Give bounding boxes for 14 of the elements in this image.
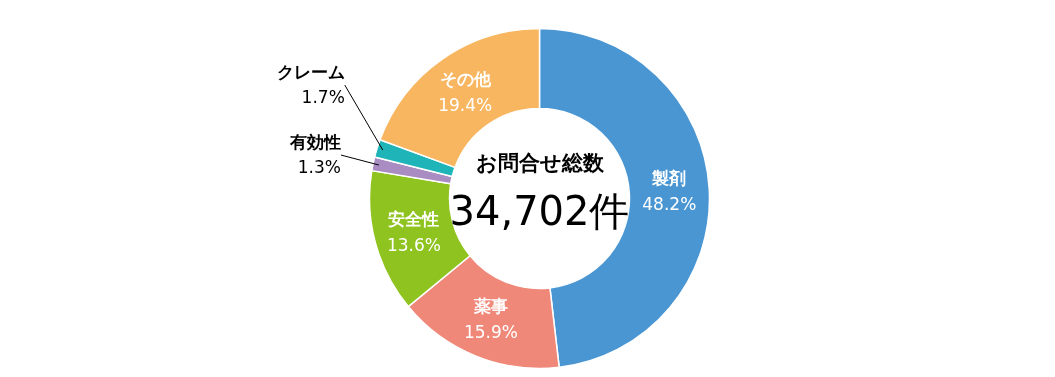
slice-label: 薬事 — [472, 296, 508, 317]
data-label: 48.2% — [642, 193, 697, 214]
slice-label: クレーム — [276, 62, 345, 83]
slice-label: 有効性 — [288, 132, 341, 153]
data-label: 13.6% — [386, 235, 441, 256]
slice-label: 製剤 — [651, 167, 687, 188]
text: 34,702件 — [449, 187, 630, 234]
data-label: 1.7% — [301, 87, 345, 108]
data-label: 19.4% — [438, 94, 493, 115]
slice-label: 安全性 — [388, 209, 440, 230]
data-label: 15.9% — [463, 322, 518, 343]
slice-label: その他 — [439, 68, 492, 89]
data-label: 1.3% — [297, 157, 341, 178]
text: お問合せ総数 — [475, 150, 605, 175]
